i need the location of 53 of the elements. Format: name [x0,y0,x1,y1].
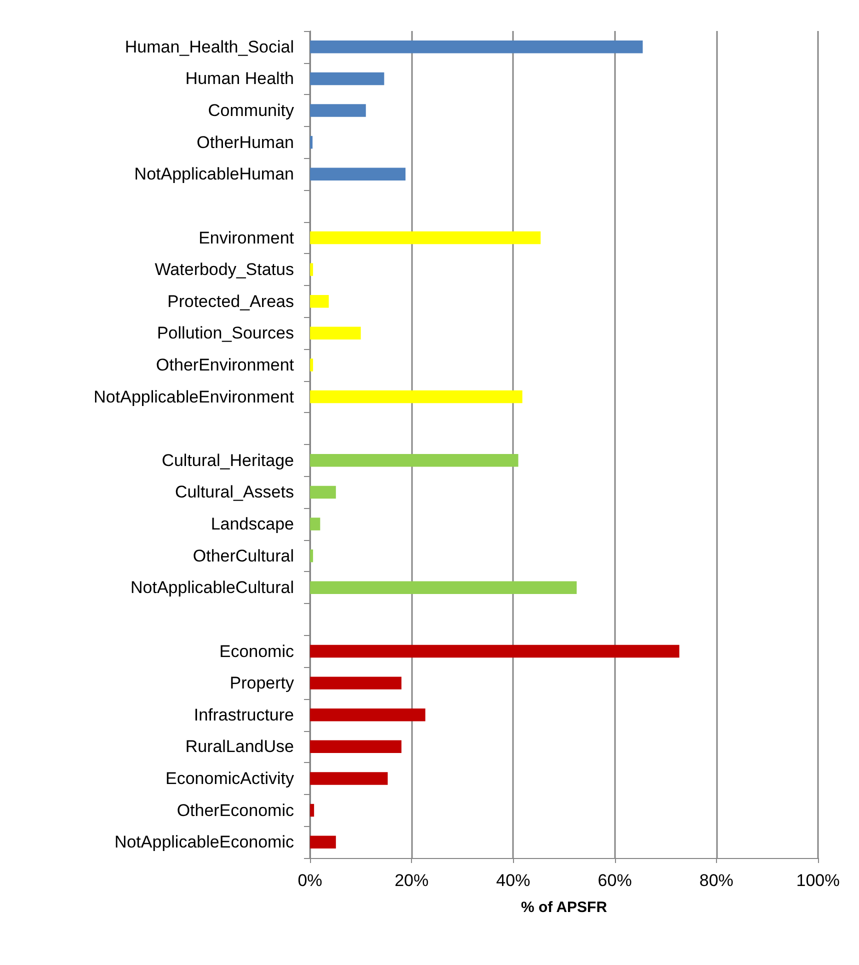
y-tick-label: Waterbody_Status [154,260,294,280]
bar [310,104,366,117]
y-tick-label: NotApplicableHuman [134,164,294,184]
bar [310,231,541,244]
y-tick-label: NotApplicableEconomic [114,832,294,852]
bar [310,644,680,658]
bar [310,772,388,785]
y-tick-label: NotApplicableEnvironment [94,387,294,406]
bar [310,518,320,530]
y-tick-label: Economic [219,642,294,661]
bar [310,676,402,690]
bar [310,804,314,817]
bar [310,454,518,467]
y-tick-label: Cultural_Assets [174,482,294,502]
bar [310,40,643,54]
bar [310,740,402,754]
y-tick-label: Pollution_Sources [156,324,294,343]
y-tick-label: Environment [198,228,294,248]
x-tick-label: 80% [699,871,734,890]
x-tick-label: 0% [298,871,322,890]
y-tick-label: Infrastructure [194,705,294,724]
y-tick-label: EconomicActivity [166,768,294,788]
x-tick-label: 20% [394,871,429,890]
bar [310,836,336,848]
y-tick-label: Protected_Areas [167,292,294,311]
bar [310,168,406,180]
y-tick-label: OtherEconomic [176,800,294,820]
y-tick-label: OtherEnvironment [156,355,294,374]
bar [310,581,577,594]
bar [310,549,314,562]
x-tick-label: 40% [496,871,530,890]
bar [310,263,314,276]
y-tick-label: Human_Health_Social [124,37,294,56]
y-tick-label: Landscape [210,514,294,534]
y-tick-label: Human Health [185,69,294,88]
bar [310,358,314,372]
y-tick-label: NotApplicableCultural [130,578,294,598]
x-tick-label: 60% [598,871,632,890]
y-tick-label: Cultural_Heritage [162,450,294,470]
bar [310,390,522,404]
bar [310,486,336,499]
y-tick-label: Community [208,101,294,120]
bar [310,136,313,149]
y-tick-label: RuralLandUse [185,737,294,756]
y-tick-label: OtherHuman [196,132,294,152]
x-tick-label: 100% [796,871,840,890]
bar [310,295,329,308]
y-tick-label: OtherCultural [192,546,294,566]
bar [310,72,384,86]
bar [310,326,361,340]
x-axis-title: % of APSFR [520,899,608,916]
bar [310,708,426,722]
y-tick-label: Property [230,674,294,693]
